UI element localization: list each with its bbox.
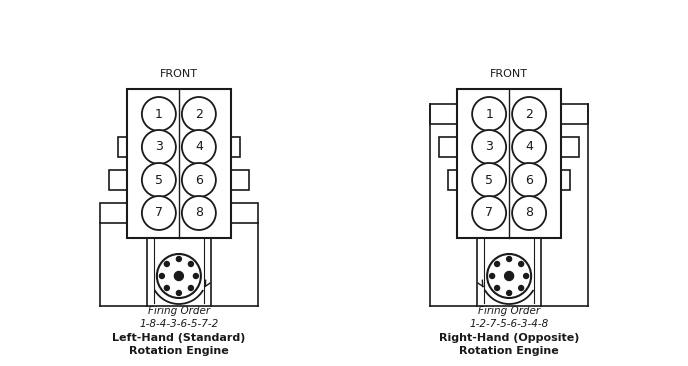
Bar	[448, 170, 457, 190]
Bar	[127, 89, 231, 238]
Circle shape	[176, 257, 182, 261]
Circle shape	[174, 272, 184, 280]
Circle shape	[519, 261, 524, 266]
Circle shape	[193, 273, 198, 279]
Circle shape	[504, 272, 514, 280]
Circle shape	[157, 254, 201, 298]
Text: 6: 6	[195, 173, 203, 187]
Text: 6: 6	[525, 173, 533, 187]
Circle shape	[182, 130, 216, 164]
Text: 8: 8	[195, 206, 203, 220]
Circle shape	[182, 196, 216, 230]
Text: 1-2-7-5-6-3-4-8: 1-2-7-5-6-3-4-8	[469, 319, 549, 329]
Circle shape	[490, 273, 495, 279]
Circle shape	[495, 285, 499, 291]
Bar	[231, 137, 240, 157]
Circle shape	[512, 130, 546, 164]
Text: Firing Order: Firing Order	[478, 306, 540, 316]
Bar	[439, 137, 457, 157]
Bar	[430, 104, 457, 124]
Text: 3: 3	[155, 141, 163, 153]
Text: Rotation Engine: Rotation Engine	[129, 346, 228, 356]
Bar	[109, 170, 127, 190]
Text: 1-8-4-3-6-5-7-2: 1-8-4-3-6-5-7-2	[139, 319, 219, 329]
Circle shape	[182, 97, 216, 131]
Bar	[118, 137, 127, 157]
Bar	[561, 137, 579, 157]
Bar	[561, 104, 588, 124]
Text: Rotation Engine: Rotation Engine	[460, 346, 559, 356]
Circle shape	[164, 285, 169, 291]
Text: Right-Hand (Opposite): Right-Hand (Opposite)	[439, 333, 579, 343]
Circle shape	[142, 130, 176, 164]
Bar	[231, 203, 258, 223]
Circle shape	[160, 273, 164, 279]
Circle shape	[512, 196, 546, 230]
Circle shape	[524, 273, 528, 279]
Text: Firing Order: Firing Order	[148, 306, 210, 316]
Text: 7: 7	[155, 206, 163, 220]
Circle shape	[472, 196, 506, 230]
Circle shape	[142, 196, 176, 230]
Circle shape	[512, 163, 546, 197]
Text: FRONT: FRONT	[490, 69, 528, 79]
Circle shape	[176, 291, 182, 295]
Text: 4: 4	[195, 141, 203, 153]
Circle shape	[512, 97, 546, 131]
Circle shape	[495, 261, 499, 266]
Circle shape	[472, 97, 506, 131]
Bar	[231, 170, 249, 190]
Text: 2: 2	[525, 108, 533, 120]
Text: 7: 7	[485, 206, 493, 220]
Text: 3: 3	[485, 141, 493, 153]
Circle shape	[519, 285, 524, 291]
Circle shape	[487, 254, 531, 298]
Text: 1: 1	[485, 108, 493, 120]
Bar	[561, 170, 570, 190]
Text: 8: 8	[525, 206, 533, 220]
Circle shape	[189, 261, 193, 266]
Circle shape	[142, 97, 176, 131]
Text: Left-Hand (Standard): Left-Hand (Standard)	[112, 333, 246, 343]
Circle shape	[506, 291, 512, 295]
Text: 2: 2	[195, 108, 203, 120]
Circle shape	[164, 261, 169, 266]
Text: 5: 5	[155, 173, 163, 187]
Text: 1: 1	[155, 108, 163, 120]
Circle shape	[472, 130, 506, 164]
Text: 4: 4	[525, 141, 533, 153]
Text: FRONT: FRONT	[160, 69, 198, 79]
Circle shape	[182, 163, 216, 197]
Circle shape	[472, 163, 506, 197]
Circle shape	[142, 163, 176, 197]
Bar	[100, 203, 127, 223]
Bar	[457, 89, 561, 238]
Circle shape	[189, 285, 193, 291]
Text: 5: 5	[485, 173, 493, 187]
Circle shape	[506, 257, 512, 261]
